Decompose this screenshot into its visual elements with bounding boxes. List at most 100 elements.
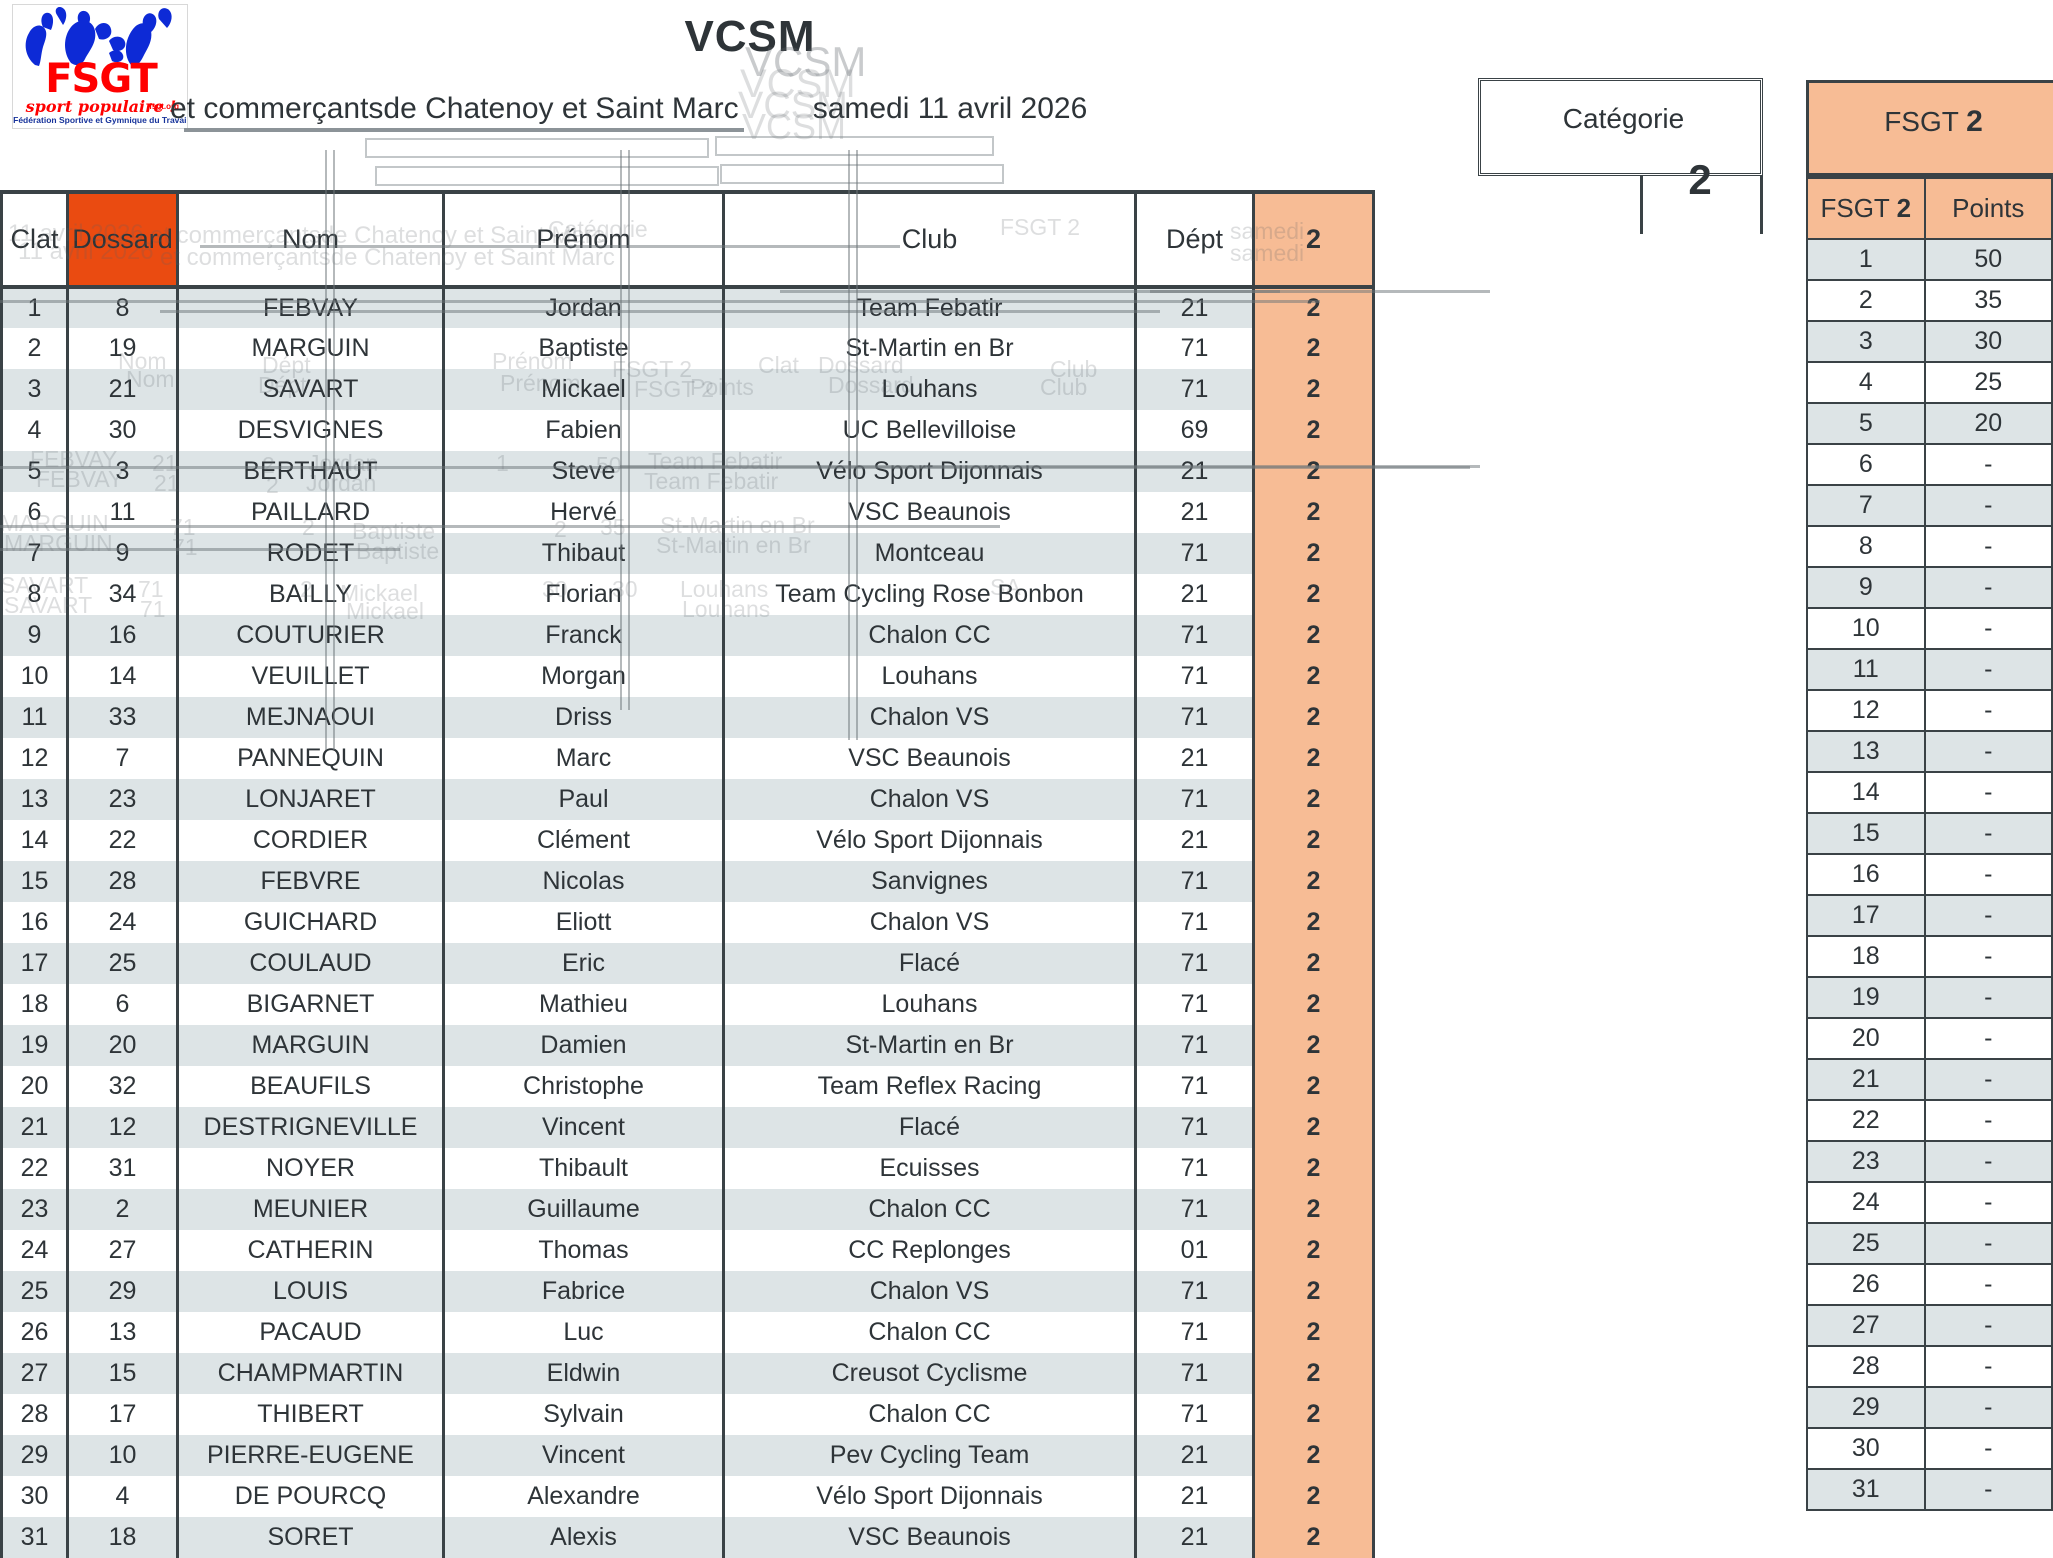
col-header-points[interactable]: Points xyxy=(1923,176,2053,240)
cell-dossard: 2 xyxy=(66,1189,179,1230)
fsgt-table-row[interactable]: 14- xyxy=(1806,770,2053,814)
table-row[interactable]: 15 28 FEBVRE Nicolas Sanvignes 71 2 xyxy=(0,861,1375,902)
cell-fsgt-rank: 31 xyxy=(1806,1467,1926,1511)
cell-clat: 8 xyxy=(0,574,69,615)
fsgt-table-row[interactable]: 23- xyxy=(1806,1139,2053,1183)
table-row[interactable]: 29 10 PIERRE-EUGENE Vincent Pev Cycling Team… xyxy=(0,1435,1375,1476)
table-row[interactable]: 7 9 RODET Thibaut Montceau 71 2 xyxy=(0,533,1375,574)
fsgt-table-row[interactable]: 22- xyxy=(1806,1098,2053,1142)
cell-clat: 24 xyxy=(0,1230,69,1271)
table-row[interactable]: 11 33 MEJNAOUI Driss Chalon VS 71 2 xyxy=(0,697,1375,738)
table-row[interactable]: 9 16 COUTURIER Franck Chalon CC 71 2 xyxy=(0,615,1375,656)
cell-dossard: 12 xyxy=(66,1107,179,1148)
cell-dept: 71 xyxy=(1134,1025,1255,1066)
col-header-categorie[interactable]: 2 xyxy=(1252,190,1375,289)
fsgt-table-row[interactable]: 4 25 xyxy=(1806,360,2053,404)
fsgt-table-row[interactable]: 26- xyxy=(1806,1262,2053,1306)
cell-fsgt-rank: 4 xyxy=(1806,360,1926,404)
cell-points: - xyxy=(1923,1344,2053,1388)
cell-prenom: Mickael xyxy=(442,369,725,410)
table-row[interactable]: 5 3 BERTHAUT Steve Vélo Sport Dijonnais 21 2 xyxy=(0,451,1375,492)
table-row[interactable]: 26 13 PACAUD Luc Chalon CC 71 2 xyxy=(0,1312,1375,1353)
fsgt-table-row[interactable]: 2 35 xyxy=(1806,278,2053,322)
fsgt-table-row[interactable]: 25- xyxy=(1806,1221,2053,1265)
table-row[interactable]: 1 8 FEBVAY Jordan Team Febatir 21 2 xyxy=(0,287,1375,328)
fsgt-table-row[interactable]: 9- xyxy=(1806,565,2053,609)
fsgt-table-row[interactable]: 24- xyxy=(1806,1180,2053,1224)
cell-fsgt-rank: 1 xyxy=(1806,237,1926,281)
fsgt-table-row[interactable]: 30- xyxy=(1806,1426,2053,1470)
table-row[interactable]: 8 34 BAILLY Florian Team Cycling Rose Bonbon… xyxy=(0,574,1375,615)
fsgt-table-row[interactable]: 7- xyxy=(1806,483,2053,527)
cell-dept: 71 xyxy=(1134,615,1255,656)
table-row[interactable]: 10 14 VEUILLET Morgan Louhans 71 2 xyxy=(0,656,1375,697)
cell-categorie: 2 xyxy=(1252,656,1375,697)
cell-dossard: 10 xyxy=(66,1435,179,1476)
col-header-nom[interactable]: Nom xyxy=(176,190,445,289)
table-row[interactable]: 25 29 LOUIS Fabrice Chalon VS 71 2 xyxy=(0,1271,1375,1312)
cell-fsgt-rank: 26 xyxy=(1806,1262,1926,1306)
col-header-dept[interactable]: Dépt xyxy=(1134,190,1255,289)
fsgt-points-table-body: 1 50 2 35 3 30 4 25 5 20 6-7-8-9-10-11-12-13-14-15… xyxy=(1806,237,2053,1511)
table-row[interactable]: 30 4 DE POURCQ Alexandre Vélo Sport Dijonnai… xyxy=(0,1476,1375,1517)
table-row[interactable]: 24 27 CATHERIN Thomas CC Replonges 01 2 xyxy=(0,1230,1375,1271)
table-row[interactable]: 28 17 THIBERT Sylvain Chalon CC 71 2 xyxy=(0,1394,1375,1435)
fsgt-table-row[interactable]: 13- xyxy=(1806,729,2053,773)
fsgt-table-row[interactable]: 31- xyxy=(1806,1467,2053,1511)
cell-dossard: 23 xyxy=(66,779,179,820)
table-row[interactable]: 19 20 MARGUIN Damien St-Martin en Br 71 2 xyxy=(0,1025,1375,1066)
fsgt-table-row[interactable]: 8- xyxy=(1806,524,2053,568)
table-row[interactable]: 12 7 PANNEQUIN Marc VSC Beaunois 21 2 xyxy=(0,738,1375,779)
cell-points: - xyxy=(1923,688,2053,732)
table-row[interactable]: 3 21 SAVART Mickael Louhans 71 2 xyxy=(0,369,1375,410)
cell-dossard: 30 xyxy=(66,410,179,451)
col-header-dossard[interactable]: Dossard xyxy=(66,190,179,289)
table-row[interactable]: 14 22 CORDIER Clément Vélo Sport Dijonnais 21… xyxy=(0,820,1375,861)
cell-prenom: Mathieu xyxy=(442,984,725,1025)
fsgt-table-row[interactable]: 11- xyxy=(1806,647,2053,691)
table-row[interactable]: 22 31 NOYER Thibault Ecuisses 71 2 xyxy=(0,1148,1375,1189)
cell-fsgt-rank: 14 xyxy=(1806,770,1926,814)
col-header-prenom[interactable]: Prénom xyxy=(442,190,725,289)
table-row[interactable]: 21 12 DESTRIGNEVILLE Vincent Flacé 71 2 xyxy=(0,1107,1375,1148)
table-row[interactable]: 31 18 SORET Alexis VSC Beaunois 21 2 xyxy=(0,1517,1375,1558)
col-header-fsgt-rank[interactable]: FSGT 2 xyxy=(1806,176,1926,240)
fsgt-table-row[interactable]: 10- xyxy=(1806,606,2053,650)
cell-prenom: Eric xyxy=(442,943,725,984)
cell-dossard: 3 xyxy=(66,451,179,492)
fsgt-table-row[interactable]: 21- xyxy=(1806,1057,2053,1101)
cell-dossard: 11 xyxy=(66,492,179,533)
table-row[interactable]: 2 19 MARGUIN Baptiste St-Martin en Br 71 2 xyxy=(0,328,1375,369)
cell-prenom: Fabrice xyxy=(442,1271,725,1312)
fsgt-table-row[interactable]: 16- xyxy=(1806,852,2053,896)
fsgt-table-row[interactable]: 19- xyxy=(1806,975,2053,1019)
table-row[interactable]: 20 32 BEAUFILS Christophe Team Reflex Racing… xyxy=(0,1066,1375,1107)
col-header-club[interactable]: Club xyxy=(722,190,1137,289)
fsgt-table-row[interactable]: 17- xyxy=(1806,893,2053,937)
fsgt-table-row[interactable]: 20- xyxy=(1806,1016,2053,1060)
fsgt-badge-text: FSGT xyxy=(1884,106,1959,137)
fsgt-table-row[interactable]: 27- xyxy=(1806,1303,2053,1347)
fsgt-table-row[interactable]: 15- xyxy=(1806,811,2053,855)
fsgt-table-row[interactable]: 29- xyxy=(1806,1385,2053,1429)
cell-dept: 71 xyxy=(1134,533,1255,574)
cell-points: - xyxy=(1923,729,2053,773)
fsgt-table-row[interactable]: 5 20 xyxy=(1806,401,2053,445)
fsgt-table-row[interactable]: 28- xyxy=(1806,1344,2053,1388)
table-row[interactable]: 16 24 GUICHARD Eliott Chalon VS 71 2 xyxy=(0,902,1375,943)
table-row[interactable]: 6 11 PAILLARD Hervé VSC Beaunois 21 2 xyxy=(0,492,1375,533)
table-row[interactable]: 18 6 BIGARNET Mathieu Louhans 71 2 xyxy=(0,984,1375,1025)
fsgt-table-row[interactable]: 12- xyxy=(1806,688,2053,732)
fsgt-table-row[interactable]: 18- xyxy=(1806,934,2053,978)
fsgt-table-row[interactable]: 1 50 xyxy=(1806,237,2053,281)
col-header-clat[interactable]: Clat xyxy=(0,190,69,289)
table-row[interactable]: 17 25 COULAUD Eric Flacé 71 2 xyxy=(0,943,1375,984)
table-row[interactable]: 13 23 LONJARET Paul Chalon VS 71 2 xyxy=(0,779,1375,820)
table-row[interactable]: 27 15 CHAMPMARTIN Eldwin Creusot Cyclisme 71 2 xyxy=(0,1353,1375,1394)
cell-points: - xyxy=(1923,606,2053,650)
fsgt-table-row[interactable]: 3 30 xyxy=(1806,319,2053,363)
fsgt-table-row[interactable]: 6- xyxy=(1806,442,2053,486)
table-row[interactable]: 23 2 MEUNIER Guillaume Chalon CC 71 2 xyxy=(0,1189,1375,1230)
cell-nom: CATHERIN xyxy=(176,1230,445,1271)
table-row[interactable]: 4 30 DESVIGNES Fabien UC Bellevilloise 69 2 xyxy=(0,410,1375,451)
